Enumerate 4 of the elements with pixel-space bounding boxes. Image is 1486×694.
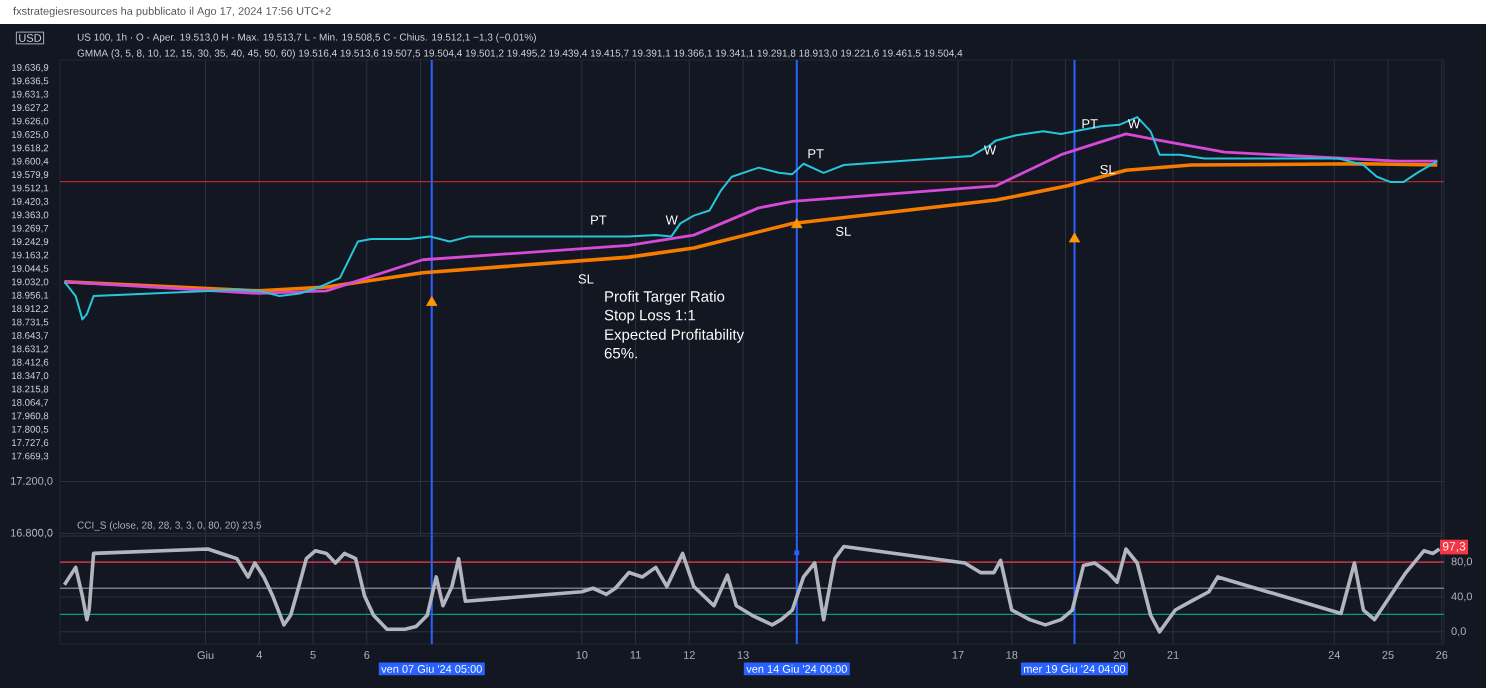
line-series [62,161,1440,293]
point [791,218,803,229]
point [1068,232,1081,243]
point [426,296,438,306]
